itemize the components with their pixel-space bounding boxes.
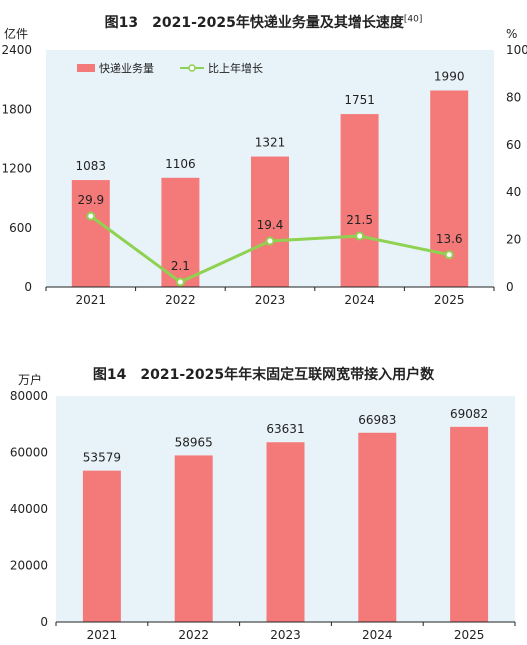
legend-swatch-marker	[188, 64, 196, 72]
bar-value-label: 1990	[434, 69, 465, 83]
bar-value-label: 1083	[76, 159, 107, 173]
chart2-bar-labels: 53579 58965 63631 66983 69082	[83, 407, 488, 465]
y-tick-right-label: 0	[506, 280, 514, 294]
x-tick-label: 2022	[178, 628, 209, 642]
y-tick-label: 0	[40, 615, 48, 629]
x-tick-label: 2025	[454, 628, 485, 642]
line-point	[265, 236, 275, 246]
bar-value-label: 69082	[450, 407, 488, 421]
x-tick-label: 2025	[434, 293, 465, 307]
y-tick-right-label: 80	[506, 90, 521, 104]
line-point	[86, 211, 96, 221]
chart1-title: 图13 2021-2025年快递业务量及其增长速度[40]	[104, 14, 423, 31]
chart1-bar-labels: 1083 1106 1321 1751 1990	[76, 69, 465, 173]
chart1-ylabel-left: 亿件	[4, 26, 28, 41]
x-tick-label: 2021	[87, 628, 118, 642]
y-tick-right-label: 100	[506, 43, 527, 57]
bar	[251, 156, 289, 287]
x-tick-label: 2024	[344, 293, 375, 307]
x-tick-label: 2022	[165, 293, 196, 307]
y-tick-label: 80000	[10, 389, 48, 403]
bar	[340, 114, 379, 288]
chart2: 万户 0 20000 40000 60000 80000 53579 58965 63631…	[10, 372, 516, 642]
x-tick-label: 2021	[76, 293, 107, 307]
y-tick-right-label: 40	[506, 185, 521, 199]
y-tick-left-label: 1800	[1, 102, 32, 116]
bar-value-label: 66983	[358, 413, 396, 427]
bar	[358, 432, 397, 622]
chart1-legend: 快递业务量 比上年增长	[77, 61, 263, 75]
y-tick-left-label: 600	[9, 221, 32, 235]
x-tick-label: 2023	[255, 293, 286, 307]
y-tick-left-label: 1200	[1, 162, 32, 176]
chart2-x-ticks: 2021 2022 2023 2024 2025	[55, 622, 516, 642]
chart1-ylabel-right: %	[506, 27, 517, 41]
x-tick-label: 2023	[270, 628, 301, 642]
chart1-y-ticks-left: 0 600 1200 1800 2400	[1, 43, 32, 294]
legend-label-line: 比上年增长	[208, 61, 263, 75]
bar	[266, 442, 305, 622]
x-tick-label: 2024	[362, 628, 393, 642]
y-tick-right-label: 60	[506, 138, 521, 152]
chart1-growth-points	[86, 211, 454, 287]
bar-value-label: 53579	[83, 451, 121, 465]
line-value-label: 21.5	[346, 213, 373, 227]
bar-value-label: 1106	[165, 157, 196, 171]
chart1-title-note: [40]	[403, 14, 423, 25]
y-tick-left-label: 2400	[1, 43, 32, 57]
chart2-y-ticks: 0 20000 40000 60000 80000	[10, 389, 48, 629]
bar-value-label: 1321	[255, 136, 286, 150]
chart2-bars	[82, 426, 489, 622]
chart1-y-ticks-right: 0 20 40 60 80 100	[506, 43, 527, 294]
line-point	[355, 231, 365, 241]
y-tick-label: 20000	[10, 559, 48, 573]
line-point	[175, 277, 185, 287]
y-tick-right-label: 20	[506, 233, 521, 247]
chart1-bars	[71, 90, 469, 288]
line-value-label: 19.4	[257, 218, 284, 232]
bar	[161, 177, 200, 287]
bar-value-label: 63631	[266, 422, 304, 436]
bar	[450, 426, 489, 622]
chart1-growth-labels: 29.9 2.1 19.4 21.5 13.6	[77, 193, 462, 273]
y-tick-left-label: 0	[24, 280, 32, 294]
legend-label-bar: 快递业务量	[99, 61, 154, 75]
line-value-label: 13.6	[436, 232, 463, 246]
legend-swatch-bar	[77, 64, 95, 72]
bar	[71, 180, 110, 287]
bar	[174, 455, 213, 622]
y-tick-label: 60000	[10, 446, 48, 460]
bar-value-label: 1751	[344, 93, 375, 107]
line-point	[444, 250, 454, 260]
line-value-label: 2.1	[171, 259, 190, 273]
bar-value-label: 58965	[175, 435, 213, 449]
bar	[82, 470, 121, 622]
chart1-x-ticks: 2021 2022 2023 2024 2025	[45, 287, 495, 307]
chart2-title: 图14 2021-2025年年末固定互联网宽带接入用户数	[92, 367, 435, 383]
chart2-ylabel: 万户	[18, 372, 42, 387]
y-tick-label: 40000	[10, 502, 48, 516]
line-value-label: 29.9	[77, 193, 104, 207]
